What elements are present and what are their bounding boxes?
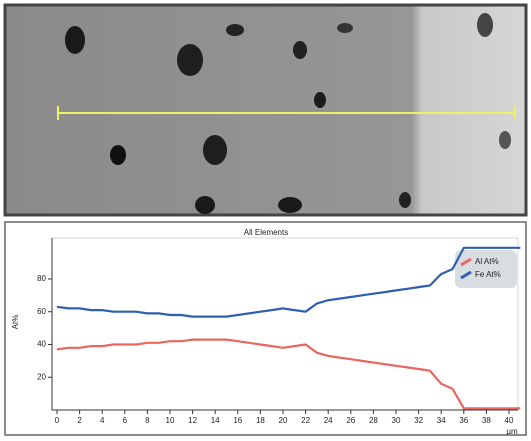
x-tick-label: 26 xyxy=(346,416,355,425)
page: {"chart_data": {"type": "line", "title":… xyxy=(0,0,531,436)
x-axis-label: µm xyxy=(506,427,518,436)
x-tick-label: 24 xyxy=(324,416,333,425)
legend-label: Al At% xyxy=(475,257,499,266)
x-tick-label: 4 xyxy=(100,416,105,425)
x-tick-label: 30 xyxy=(392,416,401,425)
chart-title: All Elements xyxy=(244,228,288,237)
x-tick-label: 22 xyxy=(301,416,310,425)
x-tick-label: 2 xyxy=(77,416,82,425)
y-tick-label: 40 xyxy=(37,340,46,349)
x-tick-label: 32 xyxy=(414,416,423,425)
y-tick-label: 20 xyxy=(37,372,46,381)
x-tick-label: 6 xyxy=(123,416,128,425)
y-axis-label: At% xyxy=(11,315,20,330)
x-tick-label: 14 xyxy=(211,416,220,425)
x-tick-label: 36 xyxy=(459,416,468,425)
x-tick-label: 18 xyxy=(256,416,265,425)
x-tick-label: 16 xyxy=(233,416,242,425)
x-tick-label: 38 xyxy=(482,416,491,425)
figure: All Elements At% µm 02468101214161820222… xyxy=(0,0,531,436)
legend-label: Fe At% xyxy=(475,270,501,279)
y-tick-label: 60 xyxy=(37,307,46,316)
sem-image xyxy=(5,5,526,215)
x-tick-label: 28 xyxy=(369,416,378,425)
x-tick-label: 20 xyxy=(279,416,288,425)
x-tick-label: 40 xyxy=(505,416,514,425)
x-tick-label: 34 xyxy=(437,416,446,425)
x-tick-label: 8 xyxy=(145,416,150,425)
chart-panel xyxy=(5,222,526,435)
x-tick-label: 0 xyxy=(55,416,60,425)
x-tick-label: 10 xyxy=(166,416,175,425)
x-tick-label: 12 xyxy=(188,416,197,425)
legend xyxy=(455,250,517,288)
y-tick-label: 80 xyxy=(37,274,46,283)
